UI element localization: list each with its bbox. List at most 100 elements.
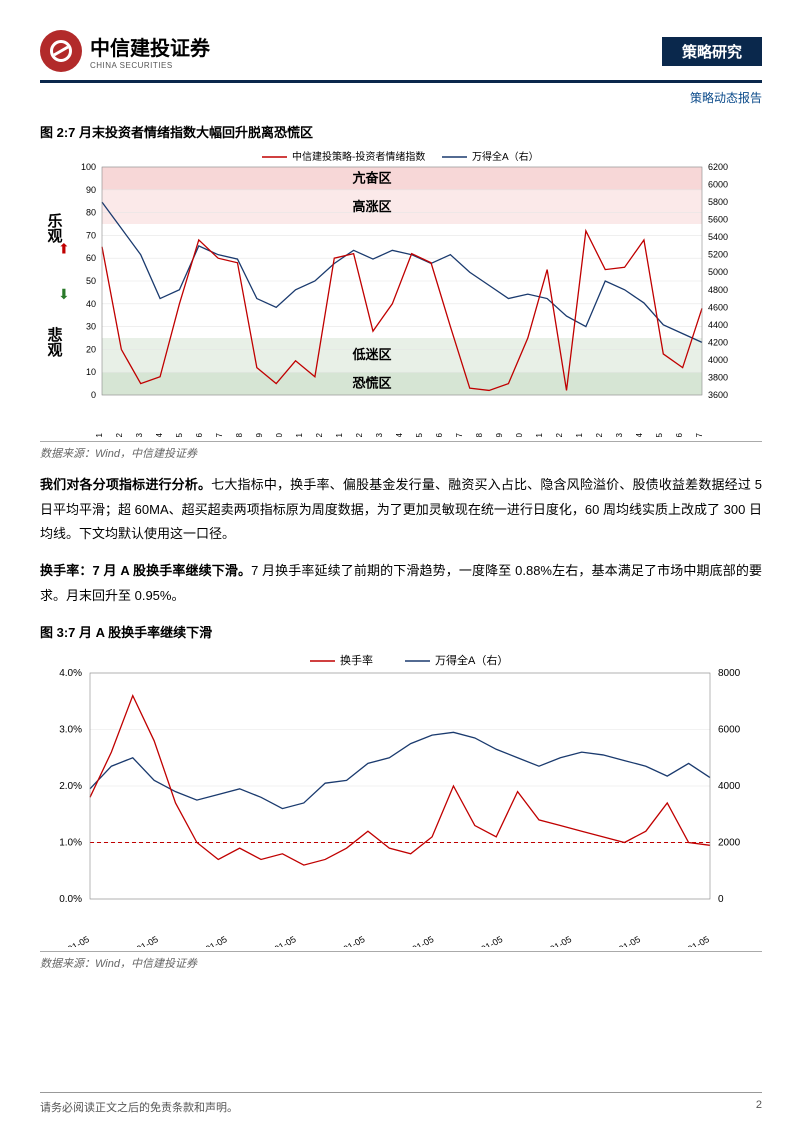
svg-text:23-09: 23-09 (495, 432, 504, 437)
svg-text:23-07: 23-07 (455, 432, 464, 437)
svg-text:5200: 5200 (708, 250, 728, 260)
svg-text:22-11: 22-11 (295, 432, 304, 437)
svg-text:2021-01-05: 2021-01-05 (459, 935, 504, 948)
svg-text:2022-01-05: 2022-01-05 (528, 935, 573, 948)
svg-text:高涨区: 高涨区 (352, 199, 391, 214)
svg-text:24-04: 24-04 (635, 432, 644, 437)
svg-text:5600: 5600 (708, 215, 728, 225)
fig2-source: 数据来源：Wind，中信建投证券 (40, 441, 762, 461)
svg-text:60: 60 (86, 253, 96, 263)
fig3-title: 图 3:7 月 A 股换手率继续下滑 (40, 622, 762, 641)
svg-text:2015-01-05: 2015-01-05 (46, 935, 91, 948)
page-number: 2 (756, 1099, 762, 1115)
svg-text:20: 20 (86, 344, 96, 354)
svg-text:0: 0 (91, 390, 96, 400)
svg-text:⬇: ⬇ (58, 286, 70, 302)
svg-text:23-05: 23-05 (415, 432, 424, 437)
svg-text:24-03: 24-03 (615, 432, 624, 437)
svg-text:30: 30 (86, 322, 96, 332)
svg-text:90: 90 (86, 185, 96, 195)
svg-text:3600: 3600 (708, 390, 728, 400)
svg-text:乐观: 乐观 (46, 212, 63, 244)
fig3-chart: 0.0%1.0%2.0%3.0%4.0%02000400060008000201… (40, 647, 762, 947)
svg-text:4400: 4400 (708, 320, 728, 330)
svg-text:24-02: 24-02 (595, 432, 604, 437)
svg-text:1.0%: 1.0% (59, 838, 82, 849)
svg-text:22-09: 22-09 (255, 432, 264, 437)
svg-text:换手率: 换手率 (340, 653, 373, 667)
svg-text:22-05: 22-05 (175, 432, 184, 437)
page-footer: 请务必阅读正文之后的免责条款和声明。 2 (40, 1092, 762, 1115)
svg-text:22-03: 22-03 (135, 432, 144, 437)
svg-text:2016-01-05: 2016-01-05 (115, 935, 160, 948)
svg-text:4200: 4200 (708, 337, 728, 347)
svg-text:2018-01-05: 2018-01-05 (253, 935, 298, 948)
svg-text:50: 50 (86, 276, 96, 286)
svg-text:2023-01-05: 2023-01-05 (597, 935, 642, 948)
svg-text:22-01: 22-01 (95, 432, 104, 437)
svg-text:2.0%: 2.0% (59, 781, 82, 792)
svg-text:24-01: 24-01 (575, 432, 584, 437)
paragraph-2: 换手率：7 月 A 股换手率继续下滑。7 月换手率延续了前期的下滑趋势，一度降至… (40, 559, 762, 608)
svg-text:2000: 2000 (718, 838, 741, 849)
svg-text:22-10: 22-10 (275, 432, 284, 437)
fig2-title: 图 2:7 月末投资者情绪指数大幅回升脱离恐慌区 (40, 122, 762, 141)
svg-text:22-04: 22-04 (155, 432, 164, 437)
svg-text:4000: 4000 (718, 781, 741, 792)
svg-text:23-11: 23-11 (535, 432, 544, 437)
svg-text:6200: 6200 (708, 162, 728, 172)
svg-text:23-06: 23-06 (435, 432, 444, 437)
svg-text:3.0%: 3.0% (59, 725, 82, 736)
svg-text:22-02: 22-02 (115, 432, 124, 437)
svg-text:悲观: 悲观 (46, 326, 63, 358)
page-header: 中信建投证券 CHINA SECURITIES 策略研究 (40, 30, 762, 83)
svg-text:23-08: 23-08 (475, 432, 484, 437)
logo-area: 中信建投证券 CHINA SECURITIES (40, 30, 210, 72)
svg-text:23-01: 23-01 (335, 432, 344, 437)
svg-text:4800: 4800 (708, 285, 728, 295)
svg-text:恐慌区: 恐慌区 (352, 376, 391, 391)
svg-text:100: 100 (81, 162, 96, 172)
svg-text:0.0%: 0.0% (59, 894, 82, 905)
svg-text:22-06: 22-06 (195, 432, 204, 437)
header-subtitle: 策略动态报告 (40, 89, 762, 106)
svg-text:23-03: 23-03 (375, 432, 384, 437)
svg-text:2020-01-05: 2020-01-05 (391, 935, 436, 948)
svg-text:24-07: 24-07 (695, 432, 704, 437)
svg-text:2024-01-05: 2024-01-05 (666, 935, 711, 948)
svg-text:5400: 5400 (708, 232, 728, 242)
para2-bold: 换手率：7 月 A 股换手率继续下滑。 (40, 563, 251, 578)
svg-text:万得全A（右）: 万得全A（右） (435, 653, 508, 667)
header-category: 策略研究 (662, 37, 762, 66)
fig3-source: 数据来源：Wind，中信建投证券 (40, 951, 762, 971)
svg-text:⬆: ⬆ (58, 241, 70, 257)
svg-text:40: 40 (86, 299, 96, 309)
svg-text:23-02: 23-02 (355, 432, 364, 437)
para1-bold: 我们对各分项指标进行分析。 (40, 477, 211, 492)
svg-text:23-10: 23-10 (515, 432, 524, 437)
svg-text:3800: 3800 (708, 372, 728, 382)
svg-text:6000: 6000 (718, 725, 741, 736)
svg-text:4000: 4000 (708, 355, 728, 365)
paragraph-1: 我们对各分项指标进行分析。七大指标中，换手率、偏股基金发行量、融资买入占比、隐含… (40, 473, 762, 547)
svg-text:10: 10 (86, 367, 96, 377)
svg-text:低迷区: 低迷区 (351, 347, 391, 362)
svg-text:5000: 5000 (708, 267, 728, 277)
fig2-chart: 0102030405060708090100360038004000420044… (40, 147, 762, 437)
svg-text:2019-01-05: 2019-01-05 (322, 935, 367, 948)
svg-text:23-04: 23-04 (395, 432, 404, 437)
svg-text:亢奋区: 亢奋区 (352, 170, 391, 185)
svg-text:22-08: 22-08 (235, 432, 244, 437)
svg-text:22-12: 22-12 (315, 432, 324, 437)
svg-text:5800: 5800 (708, 197, 728, 207)
svg-text:24-05: 24-05 (655, 432, 664, 437)
svg-text:万得全A（右）: 万得全A（右） (472, 150, 539, 163)
svg-text:中信建投策略-投资者情绪指数: 中信建投策略-投资者情绪指数 (292, 150, 425, 163)
svg-text:0: 0 (718, 894, 724, 905)
footer-disclaimer: 请务必阅读正文之后的免责条款和声明。 (40, 1099, 238, 1115)
brand-en: CHINA SECURITIES (90, 61, 210, 70)
svg-text:24-06: 24-06 (675, 432, 684, 437)
svg-text:23-12: 23-12 (555, 432, 564, 437)
brand-cn: 中信建投证券 (90, 32, 210, 61)
svg-text:8000: 8000 (718, 668, 741, 679)
